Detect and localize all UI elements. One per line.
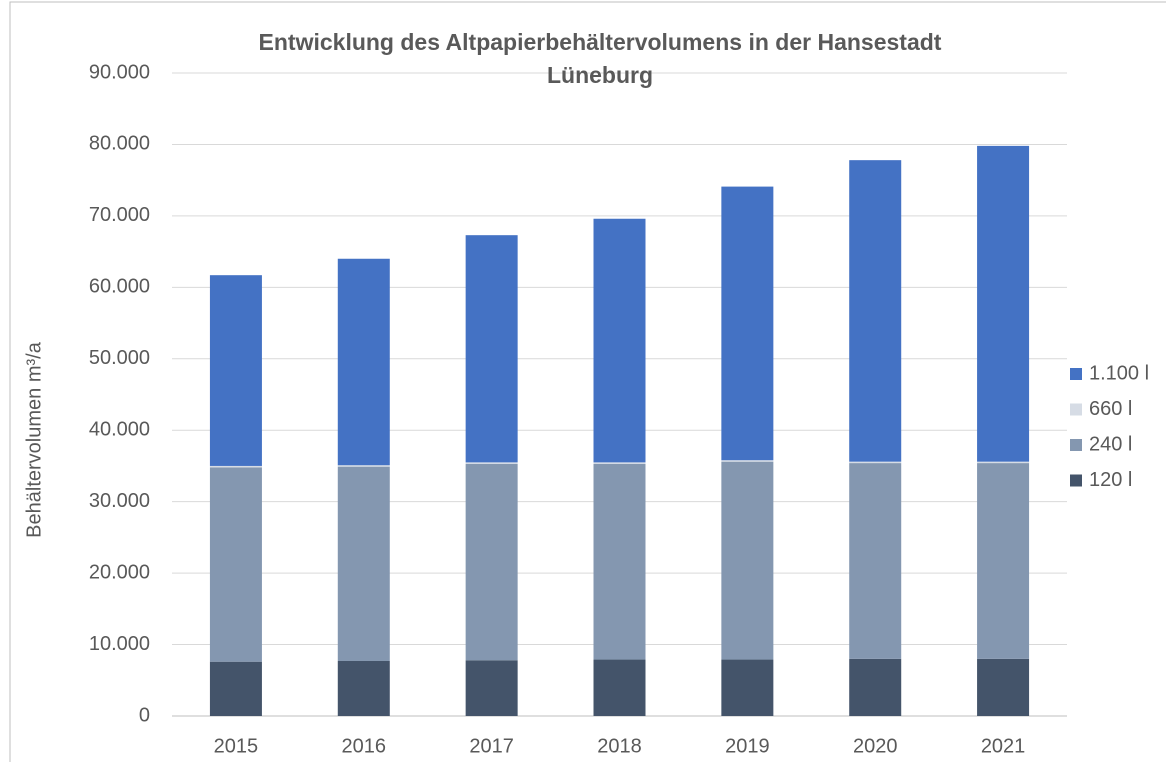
y-tick-label: 70.000: [89, 204, 150, 226]
x-tick-label: 2021: [981, 735, 1026, 757]
bar-segment: [209, 467, 262, 662]
bar-segment: [465, 462, 518, 464]
bar-segment: [849, 160, 902, 462]
y-tick-label: 40.000: [89, 419, 150, 441]
legend-label: 1.100 l: [1089, 362, 1149, 384]
bar-segment: [465, 660, 518, 716]
bar-segment: [337, 466, 390, 661]
bar-segment: [721, 659, 774, 716]
bar-segment: [721, 461, 774, 660]
x-tick-label: 2020: [853, 735, 898, 757]
legend-label: 240 l: [1089, 433, 1132, 455]
bar-segment: [593, 462, 646, 464]
bar-segment: [977, 461, 1030, 464]
x-tick-label: 2015: [214, 735, 259, 757]
y-tick-label: 10.000: [89, 633, 150, 655]
bar-segment: [721, 186, 774, 461]
legend-swatch: [1070, 368, 1082, 380]
y-tick-label: 30.000: [89, 490, 150, 512]
bar-segment: [849, 463, 902, 659]
bar-segment: [209, 465, 262, 468]
bar-segment: [849, 658, 902, 716]
legend-swatch: [1070, 474, 1082, 487]
bar-segment: [849, 461, 902, 464]
y-tick-label: 20.000: [89, 561, 150, 583]
y-axis-label: Behältervolumen m³/a: [23, 341, 45, 538]
legend-label: 660 l: [1089, 398, 1132, 420]
bar-segment: [209, 275, 262, 466]
x-tick-label: 2018: [597, 735, 642, 757]
legend-swatch: [1070, 439, 1082, 451]
bar-segment: [593, 659, 646, 716]
bar-segment: [337, 465, 390, 467]
bar-segment: [209, 661, 262, 716]
y-tick-label: 90.000: [89, 61, 150, 83]
x-tick-label: 2017: [469, 735, 514, 757]
bar-segment: [465, 463, 518, 661]
bar-segment: [593, 218, 646, 463]
bar-segment: [977, 658, 1030, 716]
bar-segment: [977, 145, 1030, 462]
y-tick-label: 50.000: [89, 347, 150, 369]
legend-label: 120 l: [1089, 469, 1132, 491]
bar-segment: [337, 258, 390, 466]
y-tick-label: 0: [139, 704, 150, 726]
x-tick-label: 2019: [725, 735, 770, 757]
bar-segment: [977, 463, 1030, 659]
bar-segment: [593, 463, 646, 660]
bar-segment: [337, 660, 390, 716]
legend-swatch: [1070, 403, 1082, 416]
y-tick-label: 60.000: [89, 276, 150, 298]
bar-segment: [465, 235, 518, 463]
chart-title: Entwicklung des Altpapierbehältervolumen…: [258, 29, 942, 88]
x-tick-label: 2016: [342, 735, 387, 757]
y-tick-label: 80.000: [89, 133, 150, 155]
chart-border: [9, 1, 1166, 762]
bar-segment: [721, 460, 774, 462]
